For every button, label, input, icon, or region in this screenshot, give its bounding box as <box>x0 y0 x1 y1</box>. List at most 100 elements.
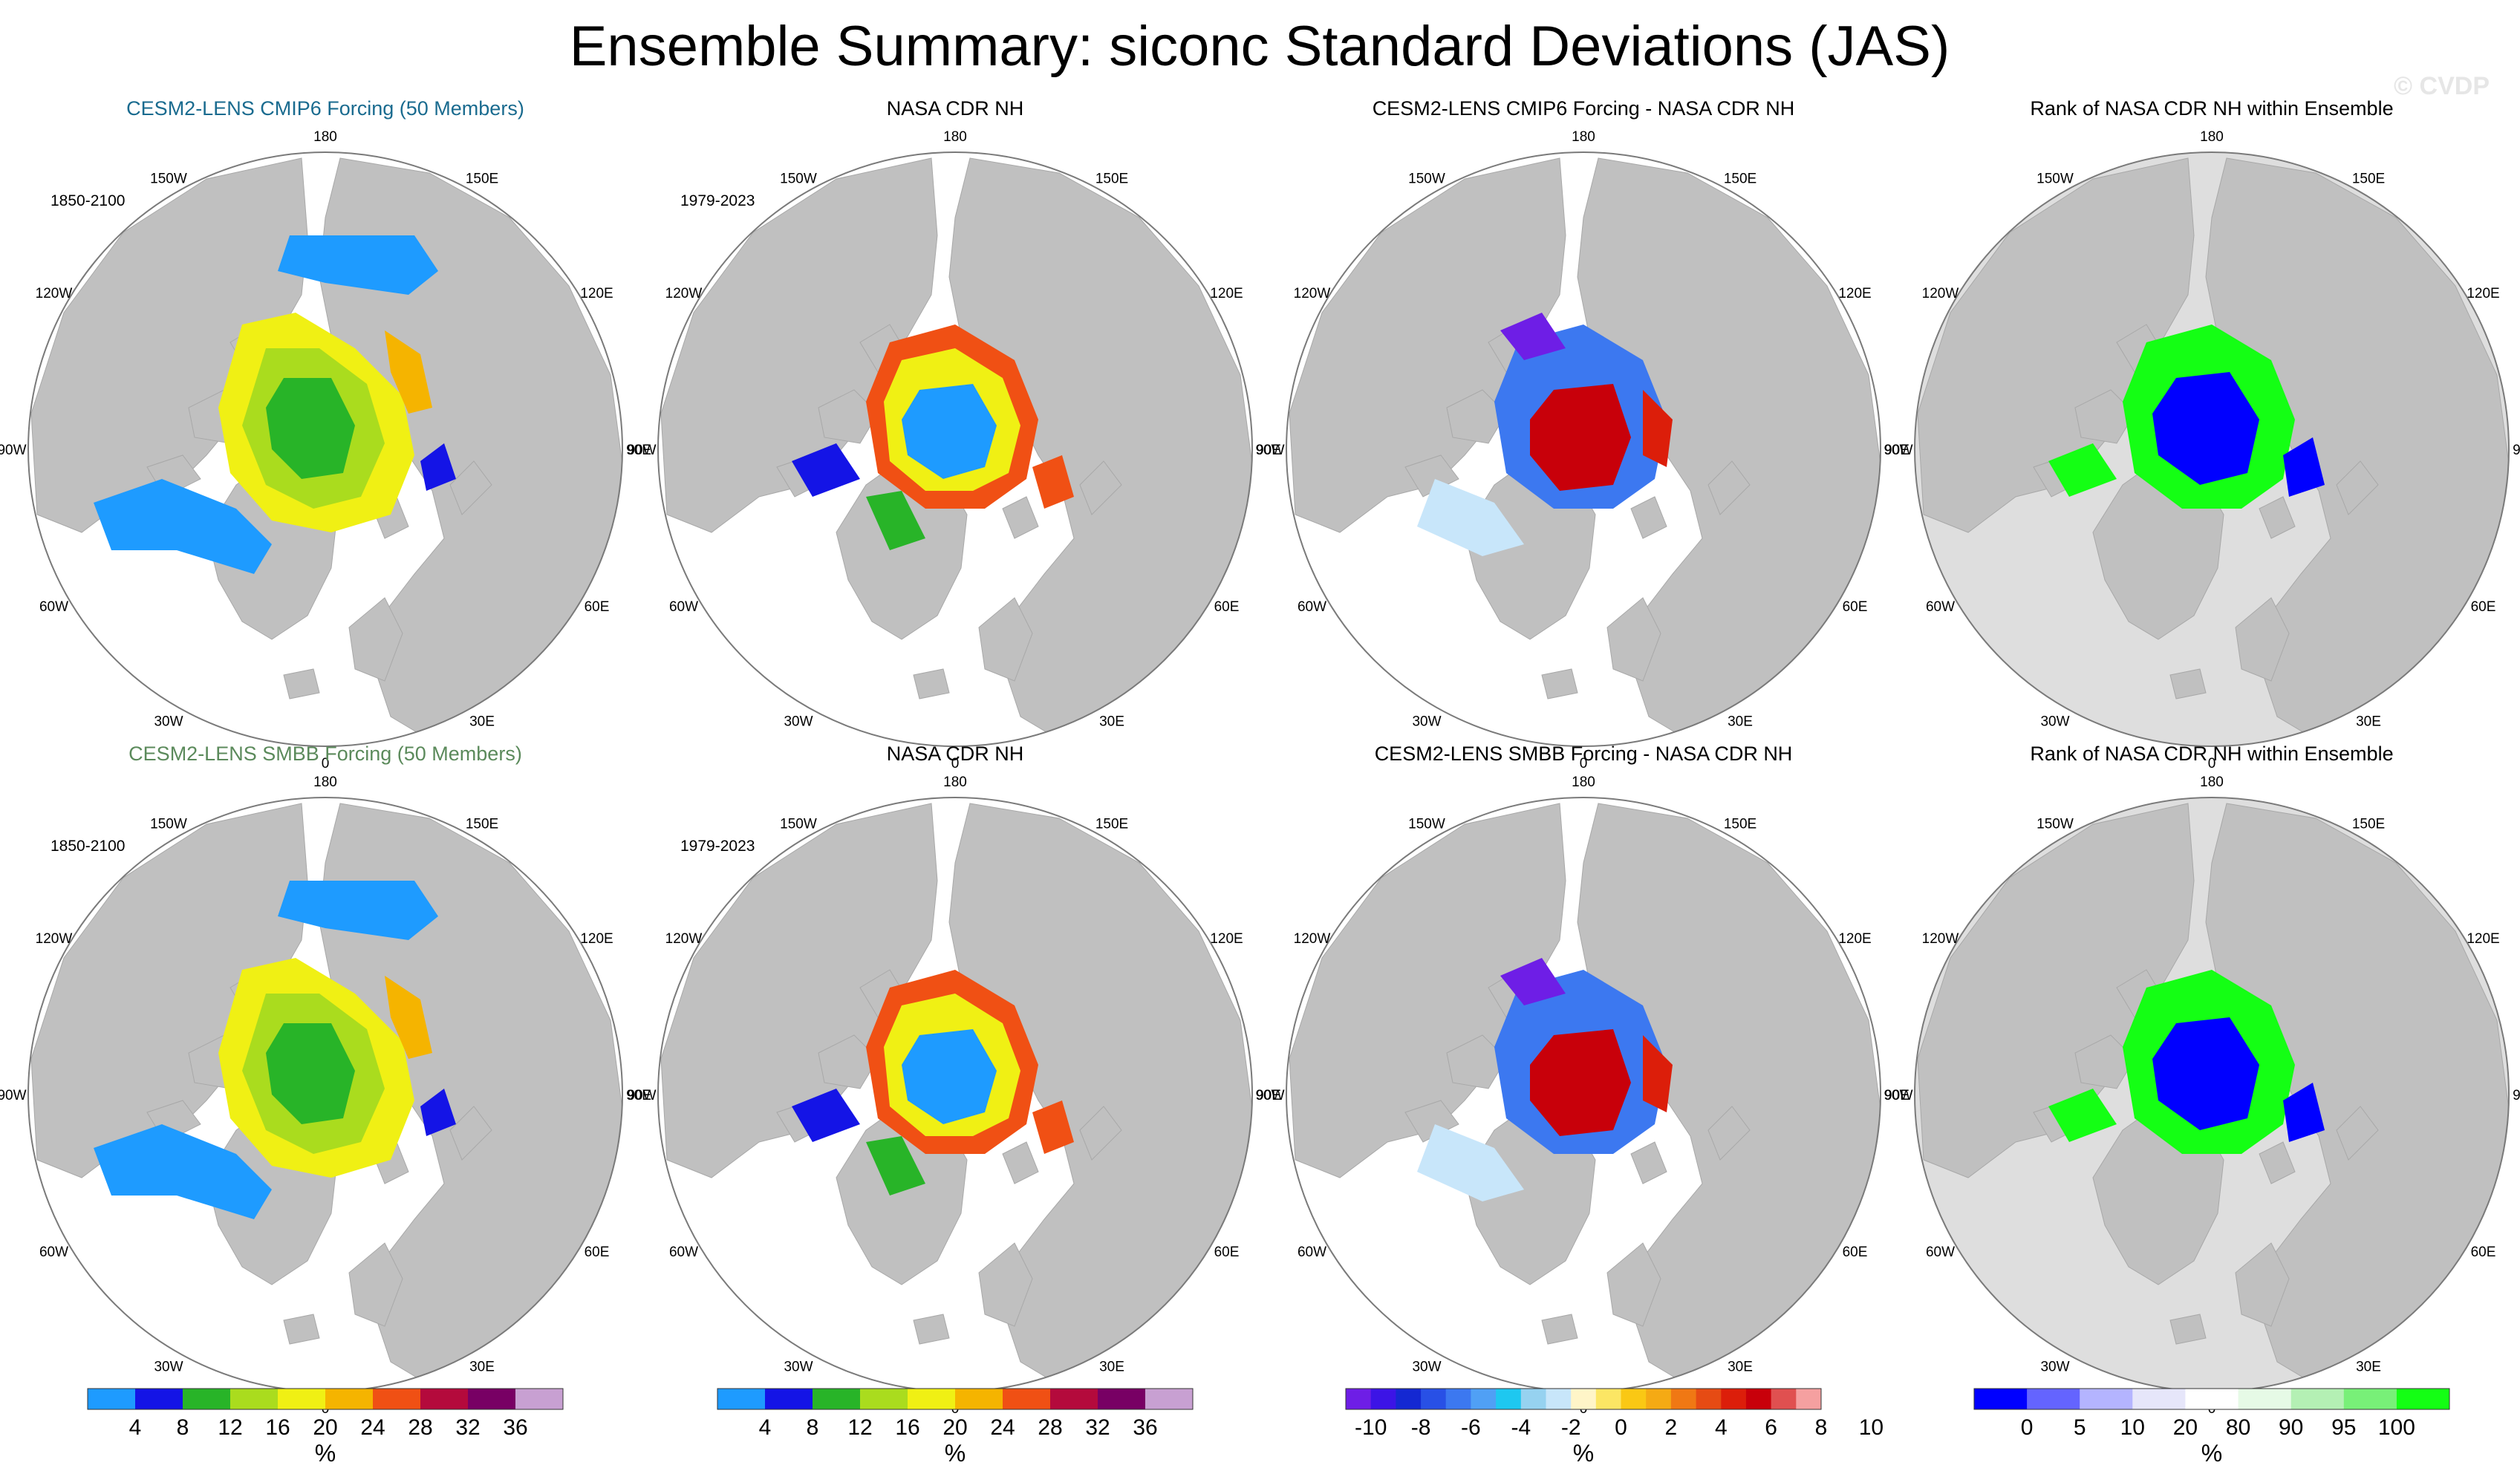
land-mass-4 <box>1404 454 1459 498</box>
lon-label: 120E <box>2467 931 2499 947</box>
map-border-r1c1 <box>27 151 623 747</box>
land-mass-8 <box>2336 1106 2379 1161</box>
lon-label: 60W <box>669 599 698 615</box>
land-mass-1 <box>1917 803 2195 1178</box>
lon-label: 0 <box>951 756 960 772</box>
colorbar-swatch <box>325 1389 374 1409</box>
colorbar-swatch <box>1595 1389 1621 1409</box>
colorbar-swatch <box>1796 1389 1822 1409</box>
land-mass-9 <box>1541 1314 1578 1345</box>
colorbar-tick-label: 0 <box>2021 1415 2034 1440</box>
field-region-4 <box>94 479 272 574</box>
lon-label: 120W <box>36 286 73 301</box>
panel-title-r2c1: CESM2-LENS SMBB Forcing (50 Members) <box>128 743 522 765</box>
map-content-r1c2 <box>660 157 1252 735</box>
land-mass-9 <box>283 668 320 699</box>
colorbar-tick-label: -2 <box>1561 1415 1581 1440</box>
lon-label: 30W <box>1412 1360 1441 1375</box>
lon-label: 30E <box>469 1360 495 1375</box>
land-mass-1 <box>660 157 938 533</box>
lon-label: 120W <box>665 286 703 301</box>
lon-label: 150W <box>1408 817 1445 832</box>
colorbar-swatch <box>230 1389 279 1409</box>
field-region-2 <box>2283 437 2325 497</box>
colorbar-tick-label: 80 <box>2226 1415 2250 1440</box>
map-border-r1c2 <box>657 151 1253 747</box>
colorbar-unit: % <box>315 1440 336 1467</box>
land-mass-4 <box>1404 1100 1459 1143</box>
lon-label: 30E <box>1728 1360 1753 1375</box>
lon-label: 150E <box>2352 172 2385 187</box>
colorbar-swatch <box>860 1389 908 1409</box>
map-content-r1c3 <box>1289 157 1881 735</box>
field-region-6 <box>420 443 456 491</box>
colorbar-swatch <box>813 1389 861 1409</box>
colorbar-swatch <box>1496 1389 1522 1409</box>
colorbar-tick-label: 100 <box>2378 1415 2415 1440</box>
colorbar-frame <box>1973 1388 2450 1410</box>
field-region-4 <box>866 1136 925 1196</box>
field-region-2 <box>1643 390 1673 467</box>
land-mass-9 <box>1541 668 1578 699</box>
lon-label: 30E <box>1099 714 1124 730</box>
colorbar-tick-label: 4 <box>759 1415 772 1440</box>
lon-label: 150W <box>780 172 817 187</box>
lon-label: 120E <box>1210 931 1243 947</box>
lon-label: 30W <box>1412 714 1441 730</box>
colorbar-swatch <box>908 1389 956 1409</box>
colorbar-swatch <box>2343 1389 2397 1409</box>
lon-label: 90W <box>1884 443 1912 458</box>
lon-label: 90W <box>627 1088 656 1103</box>
colorbar-tick-label: 24 <box>360 1415 385 1440</box>
period-label-r2c1: 1850-2100 <box>51 838 125 855</box>
lon-label: 150E <box>1095 817 1128 832</box>
panel-title-r1c1: CESM2-LENS CMIP6 Forcing (50 Members) <box>126 97 524 120</box>
land-mass-7 <box>1630 1141 1667 1184</box>
panel-title-r2c2: NASA CDR NH <box>887 743 1024 765</box>
colorbar-swatch <box>1396 1389 1422 1409</box>
lon-label: 150E <box>1724 817 1756 832</box>
map-content-r2c4 <box>1917 803 2509 1380</box>
map-panel-r1c4: 180 150E 120E 90E 60E 30E 0 30W 60W 90W 120W 150W Ra… <box>1884 97 2520 772</box>
field-region-2 <box>1643 1035 1673 1112</box>
colorbar-tick-label: 95 <box>2331 1415 2356 1440</box>
lon-label: 150E <box>1095 172 1128 187</box>
colorbar-swatch <box>1745 1389 1772 1409</box>
lon-label: 90E <box>626 1088 651 1103</box>
panel-title-r1c3: CESM2-LENS CMIP6 Forcing - NASA CDR NH <box>1373 97 1795 120</box>
colorbar-tick-label: 24 <box>990 1415 1015 1440</box>
colorbar-tick-label: -4 <box>1511 1415 1531 1440</box>
field-region-5 <box>278 881 438 940</box>
field-region-5 <box>1032 1100 1074 1154</box>
copyright-text: © CVDP <box>2394 72 2490 100</box>
colorbar-swatch <box>373 1389 421 1409</box>
lon-label: 60W <box>1926 599 1955 615</box>
lon-label: 150E <box>466 172 498 187</box>
land-mass-8 <box>2336 460 2379 515</box>
lon-label: 150E <box>1724 172 1756 187</box>
field-region-3 <box>792 1089 860 1142</box>
map-border-r1c3 <box>1286 151 1881 747</box>
lon-label: 90E <box>1884 1088 1909 1103</box>
lon-label: 30E <box>469 714 495 730</box>
map-panel-r1c1: 180 150E 120E 90E 60E 30E 0 30W 60W 90W 120W 150W CE… <box>0 97 651 772</box>
lon-label: 60E <box>1214 1245 1240 1260</box>
colorbar-swatch <box>2027 1389 2080 1409</box>
lon-label: 90W <box>1255 443 1284 458</box>
land-mass-6 <box>978 597 1033 682</box>
lon-label: 150W <box>2036 172 2074 187</box>
lon-label: 90E <box>1256 443 1281 458</box>
lon-label: 60W <box>1298 599 1326 615</box>
lon-label: 120E <box>1838 286 1871 301</box>
lon-label: 0 <box>1580 756 1588 772</box>
colorbar-tick-label: 28 <box>408 1415 432 1440</box>
lon-label: 180 <box>1572 129 1595 145</box>
lon-label: 180 <box>1572 774 1595 790</box>
colorbar-swatch <box>765 1389 813 1409</box>
colorbar-tick-label: 28 <box>1038 1415 1062 1440</box>
field-region-3 <box>792 443 860 497</box>
lon-label: 120W <box>1294 286 1331 301</box>
land-mass-6 <box>2235 597 2290 682</box>
lon-label: 150W <box>780 817 817 832</box>
field-region-3 <box>385 976 432 1059</box>
